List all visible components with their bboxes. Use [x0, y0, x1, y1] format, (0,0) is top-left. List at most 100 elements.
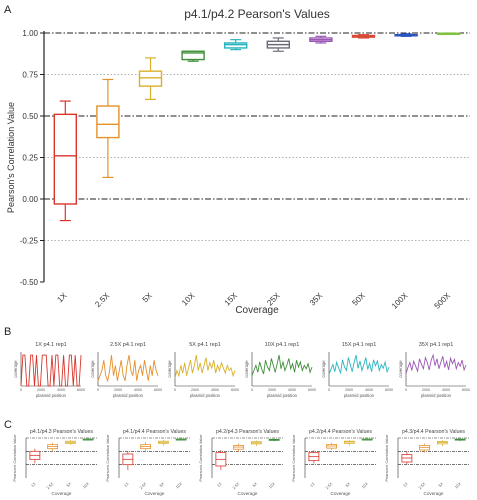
- x-tick-label: 2000: [191, 388, 199, 392]
- x-tick-label: 2.5X: [418, 482, 427, 491]
- y-tick-label: 1.00: [22, 29, 38, 38]
- x-tick-label: 2000: [268, 388, 276, 392]
- x-tick-label: 2.5X: [232, 482, 241, 491]
- y-axis-label: coverage: [90, 360, 95, 378]
- x-tick-label: 0: [405, 388, 407, 392]
- y-axis-label: coverage: [13, 360, 18, 378]
- x-tick-label: 0: [97, 388, 99, 392]
- line-chart-title: 1X p4.1 rep1: [35, 342, 67, 348]
- x-tick-label: 10X: [454, 482, 462, 490]
- line-chart: 1X p4.1 rep1 0 2000 4000 6000 plasmid positio…: [13, 342, 85, 398]
- x-tick-label: 2000: [114, 388, 122, 392]
- x-tick-label: 6000: [77, 388, 85, 392]
- x-tick-label: 5X: [141, 291, 155, 305]
- x-tick-label: 10X: [180, 291, 197, 308]
- y-tick-label: -0.25: [20, 237, 39, 246]
- panel-label-b: B: [4, 326, 11, 338]
- coverage-series-line: [405, 353, 467, 374]
- x-tick-label: 10X: [268, 482, 276, 490]
- x-tick-label: 10X: [175, 482, 183, 490]
- x-tick-label: 2000: [345, 388, 353, 392]
- x-tick-label: 5X: [159, 482, 165, 488]
- line-chart-title: 15X p4.1 rep1: [342, 342, 377, 348]
- y-axis-label: Pearson's Correlation Value: [385, 435, 389, 482]
- small-chart-title: p4.2/p4.3 Pearson's Values: [216, 429, 279, 435]
- x-tick-label: 4000: [442, 388, 450, 392]
- small-box-chart: p4.2/p4.3 Pearson's Values 1X 2.5X 5X 10X Cov…: [199, 429, 283, 496]
- y-axis-label: Pearson's Correlation Value: [6, 102, 16, 213]
- chart-title: p4.1/p4.2 Pearson's Values: [184, 7, 330, 21]
- y-axis-label: coverage: [167, 360, 172, 378]
- x-tick-label: 5X: [66, 482, 72, 488]
- x-tick-label: 1X: [309, 482, 315, 488]
- coverage-series-line: [20, 354, 82, 387]
- x-tick-label: 5X: [345, 482, 351, 488]
- x-tick-label: 2000: [37, 388, 45, 392]
- line-chart-title: 5X p4.1 rep1: [189, 342, 221, 348]
- line-chart: 10X p4.1 rep1 0 2000 4000 6000 plasmid positi…: [244, 342, 316, 398]
- x-tick-label: 4000: [134, 388, 142, 392]
- small-box-charts: p4.1/p4.3 Pearson's Values 1X 2.5X 5X 10X Cov…: [13, 429, 469, 496]
- x-tick-label: 35X: [308, 291, 325, 308]
- small-box-chart: p4.1/p4.3 Pearson's Values 1X 2.5X 5X 10X Cov…: [13, 429, 97, 496]
- x-tick-label: 2.5X: [93, 291, 111, 309]
- x-tick-label: 6000: [385, 388, 393, 392]
- y-axis-label: Pearson's Correlation Value: [106, 435, 110, 482]
- x-tick-label: 50X: [350, 291, 367, 308]
- y-tick-label: 0.50: [22, 112, 38, 121]
- x-tick-label: 0: [328, 388, 330, 392]
- y-axis-label: coverage: [321, 360, 326, 378]
- x-axis-label: Coverage: [235, 305, 279, 316]
- x-tick-label: 5X: [438, 482, 444, 488]
- coverage-series-line: [328, 354, 390, 375]
- x-axis-label: Coverage: [145, 491, 165, 496]
- small-box-chart: p4.1/p4.4 Pearson's Values 1X 2.5X 5X 10X Cov…: [106, 429, 190, 496]
- line-chart: 15X p4.1 rep1 0 2000 4000 6000 plasmid positi…: [321, 342, 393, 398]
- x-tick-label: 5X: [252, 482, 258, 488]
- x-axis-label: plasmid position: [36, 393, 67, 398]
- x-tick-label: 2.5X: [139, 482, 148, 491]
- x-axis-label: Coverage: [331, 491, 351, 496]
- x-axis-label: plasmid position: [267, 393, 298, 398]
- y-tick-label: 0.00: [22, 195, 38, 204]
- x-axis-label: plasmid position: [344, 393, 375, 398]
- small-box-chart: p4.3/p4.4 Pearson's Values 1X 2.5X 5X 10X Cov…: [385, 429, 469, 496]
- small-chart-title: p4.2/p4.4 Pearson's Values: [309, 429, 372, 435]
- x-tick-label: 1X: [55, 291, 69, 305]
- x-tick-label: 6000: [231, 388, 239, 392]
- small-chart-title: p4.1/p4.3 Pearson's Values: [30, 429, 93, 435]
- coverage-series-line: [251, 355, 313, 376]
- box: [96, 105, 120, 139]
- x-tick-label: 2000: [422, 388, 430, 392]
- x-tick-label: 4000: [365, 388, 373, 392]
- box: [138, 70, 163, 87]
- x-axis-label: plasmid position: [113, 393, 144, 398]
- x-tick-label: 4000: [288, 388, 296, 392]
- box: [181, 50, 205, 61]
- x-tick-label: 6000: [154, 388, 162, 392]
- x-axis-label: plasmid position: [190, 393, 221, 398]
- x-tick-label: 1X: [123, 482, 129, 488]
- box: [223, 42, 248, 49]
- small-chart-title: p4.1/p4.4 Pearson's Values: [123, 429, 186, 435]
- x-tick-label: 500X: [433, 291, 453, 311]
- coverage-line-charts: 1X p4.1 rep1 0 2000 4000 6000 plasmid positio…: [13, 342, 470, 398]
- x-axis-label: plasmid position: [421, 393, 452, 398]
- x-tick-label: 0: [251, 388, 253, 392]
- y-tick-label: 0.75: [22, 71, 38, 80]
- y-tick-label: 0.25: [22, 154, 38, 163]
- small-chart-title: p4.3/p4.4 Pearson's Values: [402, 429, 465, 435]
- x-tick-label: 10X: [361, 482, 369, 490]
- x-tick-label: 100X: [390, 291, 410, 311]
- x-tick-label: 4000: [57, 388, 65, 392]
- line-chart: 35X p4.1 rep1 0 2000 4000 6000 plasmid positi…: [398, 342, 470, 398]
- x-tick-label: 2.5X: [46, 482, 55, 491]
- x-axis-label: Coverage: [424, 491, 444, 496]
- coverage-series-line: [174, 355, 236, 379]
- x-tick-label: 6000: [308, 388, 316, 392]
- x-tick-label: 2.5X: [325, 482, 334, 491]
- line-chart: 5X p4.1 rep1 0 2000 4000 6000 plasmid positio…: [167, 342, 239, 398]
- x-tick-label: 10X: [82, 482, 90, 490]
- coverage-series-line: [97, 355, 159, 383]
